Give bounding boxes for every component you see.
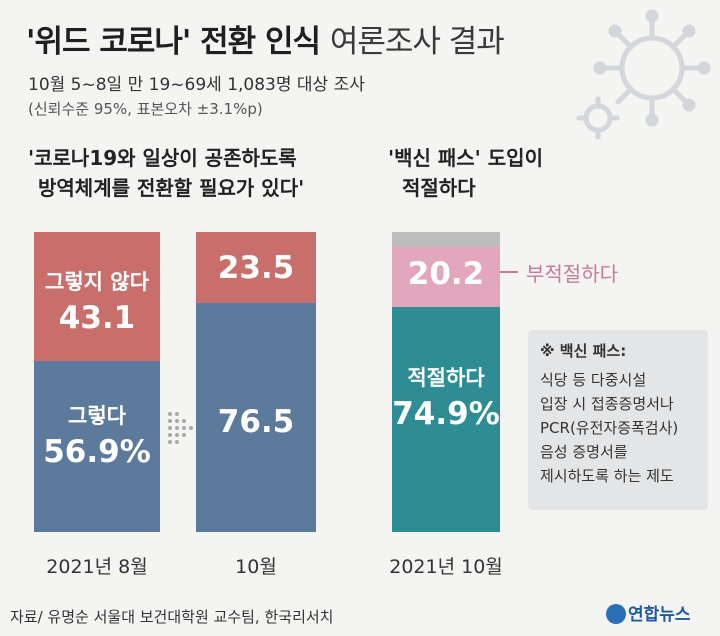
label-pass-yes: 적절하다 74.9% bbox=[392, 362, 500, 432]
note-text: 식당 등 다중시설 입장 시 접종증명서나 PCR(유전자증폭검사) 음성 증명… bbox=[540, 368, 678, 488]
label-oct-no-value: 23.5 bbox=[217, 250, 295, 286]
note-line: 입장 시 접종증명서나 bbox=[540, 395, 674, 413]
question-2-line1: '백신 패스' 도입이 bbox=[388, 146, 543, 170]
bar-aug-yes-segment bbox=[34, 361, 160, 532]
page-title: '위드 코로나' 전환 인식 여론조사 결과 bbox=[26, 16, 505, 61]
bar-aug: 그렇지 않다 43.1 그렇다 56.9% bbox=[34, 232, 160, 532]
label-pass-no-value: 20.2 bbox=[407, 256, 485, 292]
label-aug-yes-value: 56.9% bbox=[43, 434, 151, 470]
label-pass-yes-value: 74.9% bbox=[392, 396, 500, 432]
label-aug-yes-name: 그렇다 bbox=[68, 404, 126, 428]
question-2-heading: '백신 패스' 도입이 적절하다 bbox=[388, 143, 543, 203]
label-oct-yes-value: 76.5 bbox=[217, 404, 295, 440]
label-aug-no-name: 그렇지 않다 bbox=[45, 270, 149, 294]
dotted-arrow-icon bbox=[168, 412, 193, 444]
bar-oct-no-segment bbox=[196, 232, 316, 303]
bar-pass-no-segment bbox=[392, 246, 500, 308]
source-credit: 자료/ 유명순 서울대 보건대학원 교수팀, 한국리서치 bbox=[10, 608, 334, 626]
logo-text: 연합뉴스 bbox=[628, 605, 691, 625]
virus-illustration bbox=[576, 9, 711, 140]
label-pass-yes-name: 적절하다 bbox=[407, 366, 485, 390]
subtitle-confidence: (신뢰수준 95%, 표본오차 ±3.1%p) bbox=[28, 100, 263, 118]
note-box bbox=[528, 330, 708, 510]
bar-vaccine-pass: 20.2 적절하다 74.9% bbox=[392, 232, 500, 532]
bar-oct-yes-segment bbox=[196, 302, 316, 532]
note-line: 음성 증명서를 bbox=[540, 443, 628, 461]
label-pass-no-name: 부적절하다 bbox=[526, 262, 618, 286]
title-main: '위드 코로나' 전환 인식 bbox=[26, 24, 321, 60]
title-rest: 여론조사 결과 bbox=[329, 24, 505, 60]
label-aug-yes: 그렇다 56.9% bbox=[34, 400, 160, 470]
bar-pass-yes-segment bbox=[392, 307, 500, 532]
bar-pass-other-segment bbox=[392, 232, 500, 247]
question-1-heading: '코로나19와 일상이 공존하도록 방역체계를 전환할 필요가 있다' bbox=[28, 143, 304, 203]
question-1-line2: 방역체계를 전환할 필요가 있다' bbox=[38, 176, 305, 200]
note-line: PCR(유전자증폭검사) bbox=[540, 419, 679, 437]
label-aug-no-value: 43.1 bbox=[58, 300, 136, 336]
xlabel-pass: 2021년 10월 bbox=[389, 556, 503, 578]
logo-icon bbox=[606, 604, 626, 624]
xlabel-aug: 2021년 8월 bbox=[46, 556, 148, 578]
xlabel-oct: 10월 bbox=[235, 556, 277, 578]
leader-line bbox=[500, 271, 518, 273]
bar-aug-no-segment bbox=[34, 232, 160, 362]
question-2-line2: 적절하다 bbox=[402, 176, 476, 200]
note-title: ※ 백신 패스: bbox=[540, 342, 627, 360]
question-1-line1: '코로나19와 일상이 공존하도록 bbox=[28, 146, 297, 170]
note-line: 제시하도록 하는 제도 bbox=[540, 467, 674, 485]
bar-oct: 23.5 76.5 bbox=[196, 232, 316, 532]
subtitle-survey: 10월 5~8일 만 19~69세 1,083명 대상 조사 bbox=[28, 75, 365, 95]
note-line: 식당 등 다중시설 bbox=[540, 371, 647, 389]
label-aug-no: 그렇지 않다 43.1 bbox=[34, 266, 160, 336]
brand-logo: 연합뉴스 bbox=[606, 600, 691, 625]
